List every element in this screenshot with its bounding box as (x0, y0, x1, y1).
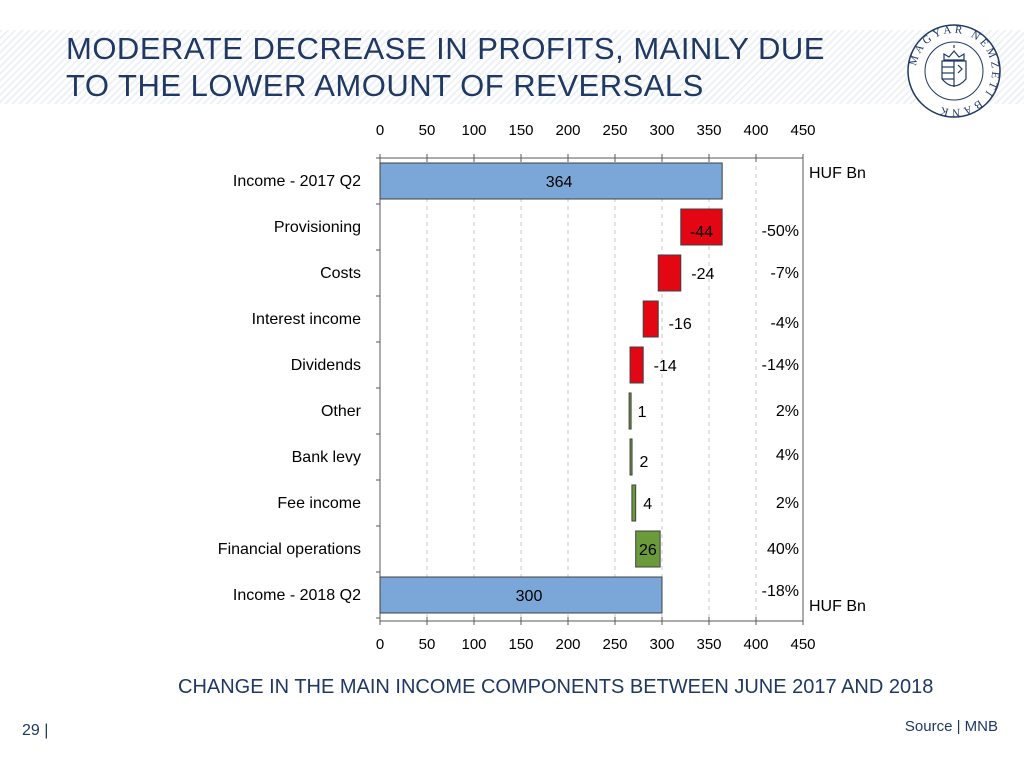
percent-label: 4% (776, 447, 799, 464)
category-label: Dividends (291, 357, 361, 374)
title-line-2: TO THE LOWER AMOUNT OF REVERSALS (66, 68, 704, 103)
x-tick-label-top: 400 (743, 122, 768, 139)
x-tick-label-bottom: 200 (555, 636, 580, 653)
percent-label: -50% (762, 223, 799, 240)
data-label: 1 (638, 404, 647, 421)
bar (629, 346, 644, 384)
percent-label: -14% (762, 357, 799, 374)
category-label: Bank levy (292, 449, 361, 466)
data-label: 300 (516, 588, 543, 605)
x-tick-label-bottom: 450 (790, 636, 815, 653)
unit-label-top: HUF Bn (809, 165, 866, 182)
x-tick-label-bottom: 300 (649, 636, 674, 653)
data-label: -44 (690, 224, 713, 241)
x-tick-label-bottom: 150 (508, 636, 533, 653)
bar (628, 392, 632, 430)
x-tick-label-top: 200 (555, 122, 580, 139)
x-tick-label-bottom: 400 (743, 636, 768, 653)
x-tick-label-bottom: 0 (376, 636, 384, 653)
header-band (0, 30, 1024, 104)
x-tick-label-bottom: 50 (419, 636, 436, 653)
bar (631, 484, 637, 522)
category-label: Financial operations (218, 541, 361, 558)
data-label: -14 (654, 358, 677, 375)
percent-label: 2% (776, 495, 799, 512)
percent-label: -18% (762, 583, 799, 600)
category-label: Other (321, 403, 362, 420)
x-tick-label-top: 250 (602, 122, 627, 139)
data-label: -16 (669, 316, 692, 333)
bar (379, 162, 723, 200)
title-line-1: MODERATE DECREASE IN PROFITS, MAINLY DUE (66, 31, 825, 66)
x-tick-label-top: 300 (649, 122, 674, 139)
category-label: Fee income (277, 495, 361, 512)
x-tick-label-bottom: 100 (461, 636, 486, 653)
category-label: Income - 2018 Q2 (233, 587, 361, 604)
data-label: -24 (691, 266, 714, 283)
x-tick-label-bottom: 250 (602, 636, 627, 653)
percent-label: -4% (771, 315, 799, 332)
unit-label-bottom: HUF Bn (809, 598, 866, 615)
category-label: Income - 2017 Q2 (233, 173, 361, 190)
source-label: Source | MNB (904, 718, 998, 735)
waterfall-chart: 0 0 50 50 100 100 150 150 200 200 250 250 300 300 350 3… (218, 122, 866, 653)
bar (629, 438, 633, 476)
mnb-logo-seal: MAGYAR NEMZETI BANK (907, 24, 1001, 118)
percent-label: -7% (771, 265, 799, 282)
x-tick-label-top: 450 (790, 122, 815, 139)
bar (657, 254, 682, 292)
bar (635, 530, 661, 568)
bar (680, 208, 723, 246)
x-tick-label-top: 50 (419, 122, 436, 139)
data-label: 4 (643, 496, 652, 513)
percent-label: 40% (767, 541, 799, 558)
bar (642, 300, 659, 338)
category-label: Costs (320, 265, 361, 282)
percent-label: 2% (776, 403, 799, 420)
chart-caption: CHANGE IN THE MAIN INCOME COMPONENTS BET… (178, 676, 934, 698)
bar (379, 576, 663, 614)
category-label: Interest income (252, 311, 361, 328)
page-title: MODERATE DECREASE IN PROFITS, MAINLY DUE… (66, 30, 886, 104)
data-label: 26 (639, 542, 657, 559)
x-tick-label-top: 350 (696, 122, 721, 139)
category-label: Provisioning (274, 219, 361, 236)
x-tick-label-top: 100 (461, 122, 486, 139)
data-label: 2 (639, 454, 648, 471)
page-number: 29 | (22, 722, 49, 739)
x-tick-label-bottom: 350 (696, 636, 721, 653)
crest-icon (941, 45, 967, 87)
data-label: 364 (546, 174, 573, 191)
x-tick-label-top: 0 (376, 122, 384, 139)
x-tick-label-top: 150 (508, 122, 533, 139)
